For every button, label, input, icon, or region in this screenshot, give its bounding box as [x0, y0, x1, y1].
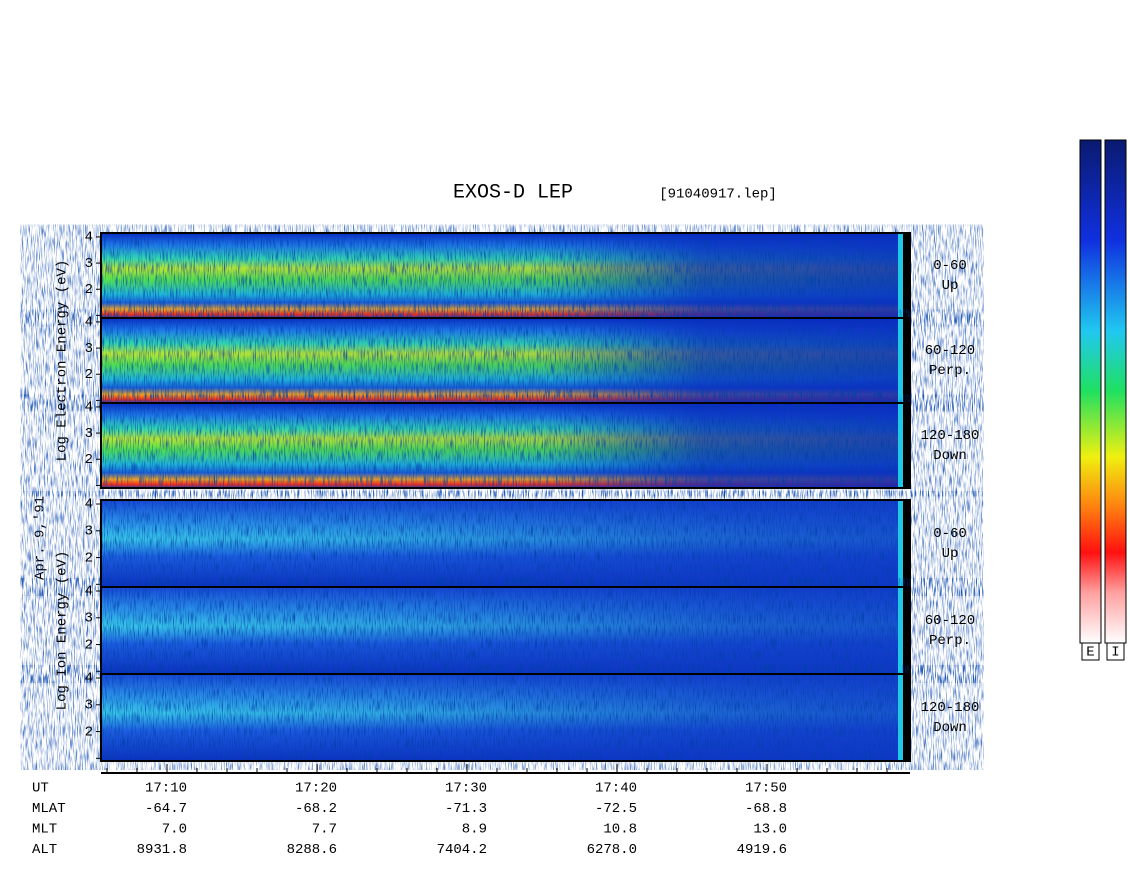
colorbar-label-box: [1106, 642, 1125, 661]
date-label: Apr. 9,'91: [33, 496, 49, 580]
row-value: 8931.8: [137, 842, 187, 858]
y-tick-label: 2: [85, 452, 93, 468]
panel-range: 120-180: [921, 700, 980, 716]
spectrogram-texture: [101, 318, 903, 403]
colorbar-label-box: [1081, 642, 1100, 661]
row-name: UT: [32, 781, 49, 797]
y-tick-label: 2: [85, 550, 93, 566]
panel-edge: [903, 674, 910, 761]
y-tick-label: 3: [85, 256, 93, 272]
spectrogram-texture: [101, 233, 903, 318]
y-tick-label: 4: [85, 584, 93, 600]
row-value: 7.7: [312, 822, 337, 838]
cyan-edge: [898, 587, 903, 674]
panel-edge: [903, 587, 910, 674]
cyan-edge: [898, 403, 903, 488]
row-value: 8.9: [462, 822, 487, 838]
colorbar: [1104, 139, 1127, 644]
panel-direction: Perp.: [929, 633, 971, 649]
row-value: -64.7: [145, 801, 187, 817]
row-name: ALT: [32, 842, 57, 858]
colorbar: [1079, 139, 1102, 644]
y-axis-label: Log Electron Energy (eV): [55, 260, 71, 462]
panel-edge: [903, 403, 910, 488]
row-value: 13.0: [753, 822, 787, 838]
colorbar-label: I: [1111, 645, 1119, 661]
panel-range: 60-120: [925, 613, 975, 629]
y-tick-label: 4: [85, 400, 93, 416]
y-tick-label: 3: [85, 426, 93, 442]
row-value: -68.8: [745, 801, 787, 817]
y-tick-label: 4: [85, 671, 93, 687]
y-tick-label: 3: [85, 610, 93, 626]
panel-edge: [903, 500, 910, 587]
panel-range: 0-60: [933, 258, 967, 274]
y-tick-label: 3: [85, 523, 93, 539]
row-value: -72.5: [595, 801, 637, 817]
panel-edge: [903, 318, 910, 403]
spectrogram-texture: [101, 674, 903, 761]
row-value: 8288.6: [287, 842, 337, 858]
y-tick-label: 3: [85, 341, 93, 357]
cyan-edge: [898, 674, 903, 761]
panel-direction: Up: [942, 278, 959, 294]
y-tick-label: 2: [85, 637, 93, 653]
panel-direction: Perp.: [929, 363, 971, 379]
panel-range: 60-120: [925, 343, 975, 359]
chart-title: EXOS-D LEP: [453, 181, 573, 204]
cyan-edge: [898, 318, 903, 403]
row-value: 7.0: [162, 822, 187, 838]
row-value: 6278.0: [587, 842, 637, 858]
colorbar-label: E: [1086, 645, 1094, 661]
row-value: 17:20: [295, 781, 337, 797]
row-value: 7404.2: [437, 842, 487, 858]
spectrogram-texture: [101, 587, 903, 674]
panel-direction: Up: [942, 546, 959, 562]
row-value: 17:40: [595, 781, 637, 797]
y-tick-label: 3: [85, 697, 93, 713]
cyan-edge: [898, 233, 903, 318]
cyan-edge: [898, 500, 903, 587]
row-value: 17:50: [745, 781, 787, 797]
row-name: MLT: [32, 822, 57, 838]
panel-direction: Down: [933, 720, 967, 736]
y-tick-label: 2: [85, 367, 93, 383]
y-tick-label: 2: [85, 282, 93, 298]
y-tick-label: 4: [85, 497, 93, 513]
y-tick-label: 4: [85, 230, 93, 246]
row-value: -68.2: [295, 801, 337, 817]
y-axis-label: Log Ion Energy (eV): [55, 551, 71, 711]
panel-range: 0-60: [933, 526, 967, 542]
row-value: 17:10: [145, 781, 187, 797]
row-value: 17:30: [445, 781, 487, 797]
row-value: 10.8: [603, 822, 637, 838]
panel-direction: Down: [933, 448, 967, 464]
row-value: 4919.6: [737, 842, 787, 858]
y-tick-label: 4: [85, 315, 93, 331]
panel-edge: [903, 233, 910, 318]
panel-range: 120-180: [921, 428, 980, 444]
spectrogram-texture: [101, 500, 903, 587]
row-value: -71.3: [445, 801, 487, 817]
file-label: [91040917.lep]: [659, 187, 777, 203]
spectrogram-texture: [101, 403, 903, 488]
y-tick-label: 2: [85, 724, 93, 740]
row-name: MLAT: [32, 801, 66, 817]
